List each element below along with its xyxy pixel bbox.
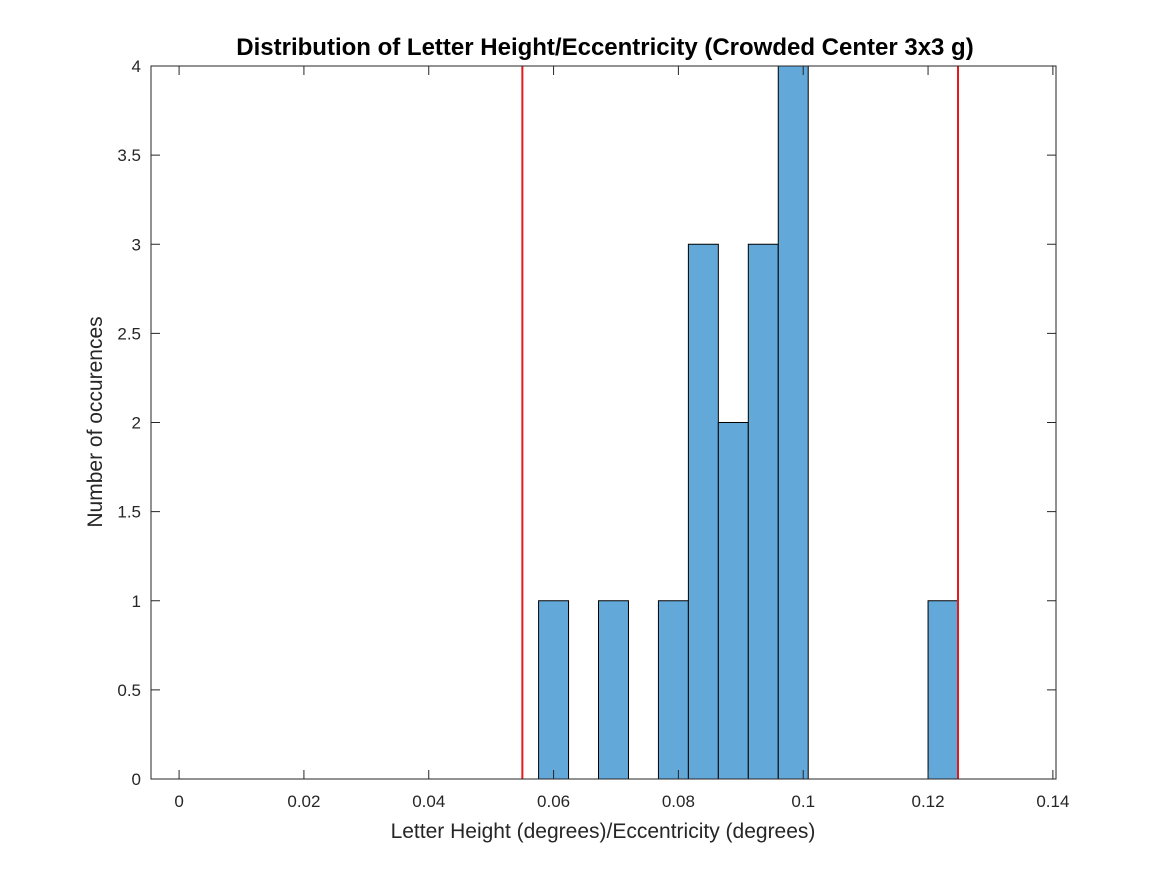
- x-tick-label: 0.14: [1036, 792, 1069, 811]
- y-tick-label: 0: [132, 770, 141, 789]
- histogram-bar: [747, 243, 779, 780]
- histogram-bar: [777, 65, 809, 780]
- x-tick-label: 0.06: [537, 792, 570, 811]
- y-axis-label: Number of occurences: [84, 316, 107, 527]
- y-tick-label: 3: [132, 235, 141, 254]
- x-tick-label: 0: [174, 792, 183, 811]
- y-tick-label: 3.5: [117, 146, 141, 165]
- x-tick-label: 0.04: [412, 792, 445, 811]
- reference-lines-layer: [521, 66, 960, 779]
- y-tick-label: 2.5: [117, 324, 141, 343]
- histogram-bar: [927, 600, 959, 780]
- x-tick-label: 0.12: [912, 792, 945, 811]
- histogram-bar: [717, 422, 749, 780]
- y-tick-label: 4: [132, 57, 141, 76]
- y-tick-label: 1.5: [117, 503, 141, 522]
- x-tick-label: 0.02: [287, 792, 320, 811]
- chart-title: Distribution of Letter Height/Eccentrici…: [236, 34, 973, 61]
- x-axis-label: Letter Height (degrees)/Eccentricity (de…: [391, 820, 816, 843]
- y-tick-label: 2: [132, 414, 141, 433]
- histogram-bar: [598, 600, 629, 780]
- histogram-bar: [538, 600, 570, 780]
- histogram-bar: [687, 243, 719, 780]
- y-tick-label: 1: [132, 592, 141, 611]
- y-tick-label: 0.5: [117, 681, 141, 700]
- bars-layer: [538, 65, 959, 780]
- x-tick-label: 0.1: [791, 792, 815, 811]
- x-tick-label: 0.08: [662, 792, 695, 811]
- histogram-bar: [657, 600, 689, 780]
- x-axis-ticks: 0 0.02 0.04 0.06 0.08 0.1 0.12 0.14: [174, 66, 1069, 811]
- y-axis-ticks: 0 0.5 1 1.5 2 2.5 3 3.5 4: [117, 57, 1056, 789]
